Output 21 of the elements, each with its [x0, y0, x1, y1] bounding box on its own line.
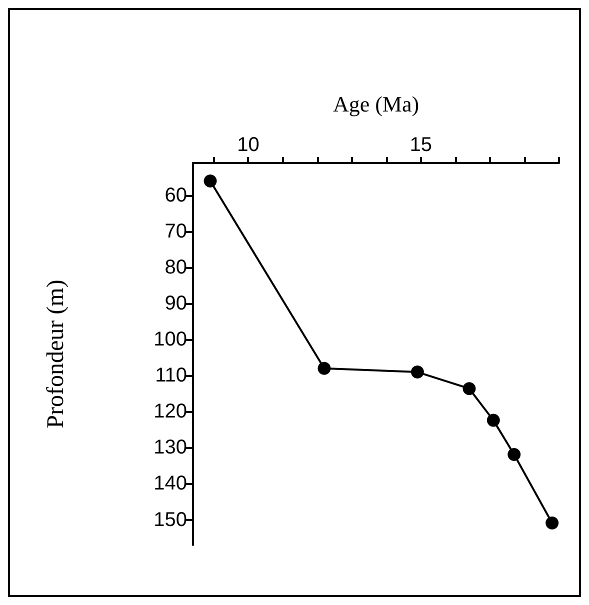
x-axis-title: Age (Ma): [332, 92, 420, 116]
point: [204, 174, 217, 188]
y-tick-label: 100: [154, 328, 187, 351]
y-tick-label: 130: [154, 436, 187, 459]
y-tick-label: 120: [154, 400, 187, 423]
y-tick-label: 90: [164, 292, 187, 315]
x-tick-label: 15: [410, 134, 432, 156]
y-tick-label: 80: [164, 256, 187, 279]
y-tick-label: 150: [154, 508, 187, 531]
point: [462, 382, 476, 396]
y-tick-label: 110: [155, 364, 187, 387]
y-tick-label: 70: [164, 220, 187, 242]
y-tick-label: 140: [154, 472, 187, 495]
point: [486, 414, 500, 427]
x-tick-label: 10: [237, 134, 260, 156]
y-axis-title: Profondeur (m): [43, 280, 69, 428]
point: [318, 362, 331, 375]
point: [546, 516, 559, 530]
y-tick-label: 60: [164, 184, 187, 206]
point: [410, 366, 424, 379]
point: [508, 448, 521, 462]
